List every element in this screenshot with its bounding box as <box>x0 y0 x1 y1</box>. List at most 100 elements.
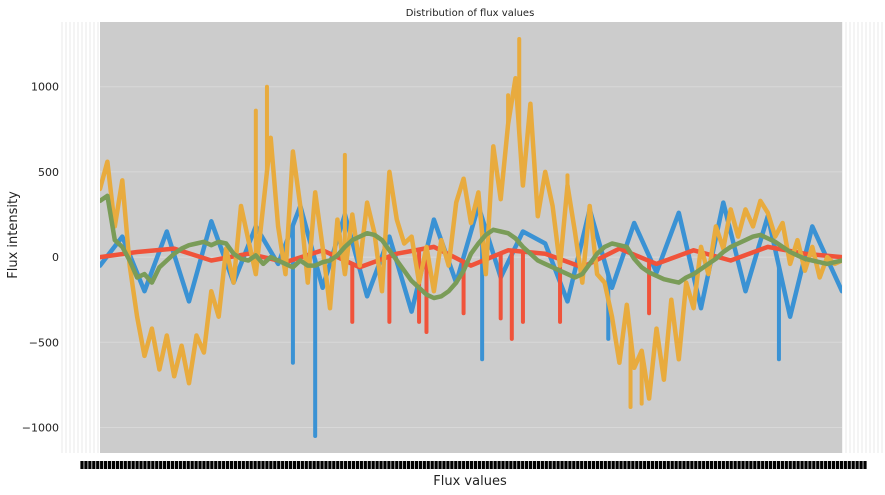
x-tick-label-81 <box>399 461 403 469</box>
x-tick-label-148 <box>662 461 666 469</box>
x-tick-label-39 <box>233 461 238 469</box>
x-tick-label-6 <box>104 461 108 469</box>
x-tick-label-50 <box>277 461 281 469</box>
x-tick-label-187 <box>816 461 820 469</box>
x-tick-label-189 <box>824 461 828 469</box>
x-tick-label-138 <box>623 461 627 469</box>
x-tick-label-154 <box>686 461 690 469</box>
x-tick-label-3 <box>92 461 96 469</box>
x-tick-label-74 <box>371 461 375 469</box>
x-tick-label-194 <box>843 461 847 469</box>
x-tick-label-182 <box>796 461 800 469</box>
x-tick-label-179 <box>784 461 788 469</box>
x-tick-label-21 <box>163 461 167 469</box>
x-tick-label-112 <box>521 461 525 469</box>
x-tick-label-98 <box>465 461 470 469</box>
x-tick-label-77 <box>383 461 387 469</box>
x-tick-label-156 <box>694 461 698 469</box>
x-tick-label-58 <box>308 461 312 469</box>
x-tick-label-11 <box>123 461 127 469</box>
x-tick-label-62 <box>324 461 328 469</box>
x-tick-label-141 <box>635 461 639 469</box>
x-tick-label-171 <box>753 461 757 469</box>
x-tick-label-90 <box>434 461 438 469</box>
x-tick-label-5 <box>100 461 104 469</box>
x-tick-label-51 <box>281 461 285 469</box>
x-tick-label-7 <box>107 461 112 469</box>
y-tick-label-2: 0 <box>52 251 59 264</box>
x-tick-label-155 <box>690 461 694 469</box>
x-tick-label-84 <box>410 461 415 469</box>
x-tick-label-185 <box>808 461 812 469</box>
x-tick-label-96 <box>458 461 462 469</box>
x-tick-label-145 <box>650 461 655 469</box>
x-tick-label-70 <box>355 461 360 469</box>
x-tick-label-139 <box>627 461 631 469</box>
x-tick-label-188 <box>820 461 824 469</box>
x-tick-label-150 <box>670 461 674 469</box>
y-tick-label-0: 1000 <box>31 81 59 94</box>
x-tick-label-144 <box>646 461 651 469</box>
x-tick-label-71 <box>359 461 363 469</box>
x-tick-label-176 <box>772 461 777 469</box>
x-tick-label-101 <box>477 461 482 469</box>
x-tick-label-111 <box>517 461 521 469</box>
x-tick-label-103 <box>485 461 489 469</box>
x-tick-label-133 <box>603 461 607 469</box>
x-tick-label-92 <box>442 461 446 469</box>
x-tick-label-80 <box>395 461 399 469</box>
x-tick-label-172 <box>757 461 761 469</box>
x-tick-label-26 <box>182 461 186 469</box>
x-tick-label-4 <box>96 461 100 469</box>
series-line-3 <box>100 193 842 301</box>
x-tick-label-173 <box>761 461 765 469</box>
x-tick-label-124 <box>568 461 572 469</box>
x-tick-label-19 <box>155 461 159 469</box>
x-tick-label-113 <box>525 461 529 469</box>
x-tick-label-170 <box>749 461 753 469</box>
x-tick-label-95 <box>454 461 458 469</box>
x-tick-label-132 <box>599 461 603 469</box>
x-axis-ticks <box>80 461 867 469</box>
x-tick-label-149 <box>666 461 670 469</box>
x-tick-label-91 <box>438 461 442 469</box>
x-tick-label-23 <box>170 461 175 469</box>
x-tick-label-117 <box>540 461 544 469</box>
x-tick-label-79 <box>391 461 395 469</box>
x-tick-label-60 <box>316 461 320 469</box>
x-tick-label-17 <box>147 461 151 469</box>
x-tick-label-47 <box>265 461 269 469</box>
x-tick-label-42 <box>245 461 249 469</box>
x-tick-label-38 <box>229 461 234 469</box>
x-tick-label-160 <box>709 461 714 469</box>
x-tick-label-168 <box>741 461 745 469</box>
x-tick-label-126 <box>576 461 580 469</box>
x-tick-label-1 <box>84 461 88 469</box>
x-tick-label-164 <box>725 461 729 469</box>
x-tick-label-89 <box>430 461 434 469</box>
x-tick-label-78 <box>387 461 391 469</box>
x-tick-label-37 <box>225 461 230 469</box>
x-tick-label-131 <box>595 461 600 469</box>
x-tick-label-15 <box>139 461 143 469</box>
x-tick-label-135 <box>611 461 615 469</box>
x-tick-label-102 <box>481 461 485 469</box>
x-tick-label-158 <box>702 461 706 469</box>
x-tick-label-55 <box>296 461 301 469</box>
x-tick-label-165 <box>729 461 733 469</box>
x-tick-label-27 <box>186 461 190 469</box>
x-tick-label-190 <box>827 461 832 469</box>
x-tick-label-142 <box>639 461 643 469</box>
x-tick-label-18 <box>151 461 155 469</box>
x-tick-label-123 <box>564 461 568 469</box>
x-tick-label-68 <box>347 461 352 469</box>
x-tick-label-24 <box>174 461 179 469</box>
x-tick-label-43 <box>249 461 253 469</box>
x-tick-label-53 <box>288 461 293 469</box>
x-tick-label-45 <box>257 461 261 469</box>
x-tick-label-29 <box>194 461 198 469</box>
x-tick-label-97 <box>462 461 466 469</box>
x-tick-label-129 <box>587 461 592 469</box>
series-line-2 <box>100 75 842 401</box>
x-tick-label-198 <box>859 461 863 469</box>
